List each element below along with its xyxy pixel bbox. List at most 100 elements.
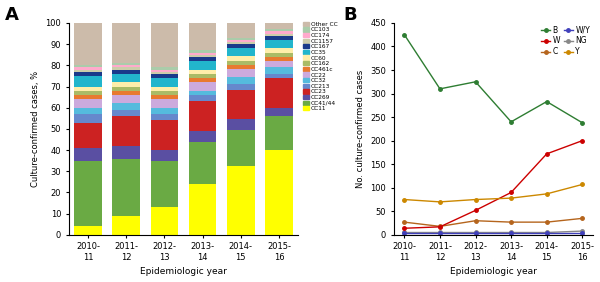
Bar [151,78,178,87]
Bar [151,67,178,70]
Bar [112,65,140,67]
Bar [74,67,102,70]
Bar [189,95,217,101]
W [579,139,586,142]
Bar [227,23,254,38]
Bar [151,114,178,120]
Bar [112,23,140,63]
Bar [112,146,140,158]
Bar [189,142,217,184]
W [543,152,550,156]
Y [543,192,550,196]
NG [472,231,479,234]
Bar [189,184,217,235]
Line: W/Y: W/Y [403,232,584,235]
Bar [112,103,140,110]
Bar [227,90,254,120]
W/Y [579,232,586,235]
Bar [265,40,293,48]
Y-axis label: No. culture-confirmed cases: No. culture-confirmed cases [356,70,365,188]
Bar [189,131,217,142]
Bar [265,57,293,61]
Bar [265,31,293,34]
Bar [151,99,178,108]
NG [401,231,408,234]
NG [579,229,586,233]
Bar [227,42,254,44]
Bar [265,108,293,116]
Bar [227,40,254,42]
Bar [265,34,293,36]
Line: Y: Y [403,183,584,204]
Bar [227,65,254,69]
Bar [151,72,178,74]
Y [579,183,586,186]
Bar [189,70,217,74]
Bar [189,91,217,95]
W [436,225,443,228]
Bar [227,56,254,61]
B [436,87,443,91]
Bar [74,99,102,108]
Bar [74,226,102,235]
Bar [227,38,254,40]
Bar [265,78,293,108]
Bar [74,108,102,114]
Line: B: B [403,33,584,124]
X-axis label: Epidemiologic year: Epidemiologic year [140,267,227,276]
C [543,221,550,224]
B [508,120,515,124]
NG [508,231,515,234]
Bar [74,114,102,123]
Bar [112,67,140,70]
Bar [189,61,217,70]
Bar [74,76,102,87]
Bar [112,110,140,116]
Bar [74,148,102,161]
Bar [265,48,293,53]
Bar [227,69,254,78]
Bar [151,23,178,67]
C [401,221,408,224]
C [472,219,479,222]
C [579,217,586,220]
W [472,209,479,212]
Bar [112,82,140,87]
Bar [74,65,102,67]
Bar [151,70,178,72]
Legend: Other CC, CC103, CC174, CC1157, CC167, CC35, CC60, CC162, CC461c, CC22, CC32, CC: Other CC, CC103, CC174, CC1157, CC167, C… [303,22,338,111]
Y [508,197,515,200]
W/Y [436,232,443,235]
Bar [227,120,254,130]
B [543,100,550,103]
Bar [112,216,140,235]
C [508,221,515,224]
Bar [265,23,293,29]
Bar [227,48,254,56]
Bar [189,50,217,53]
Line: C: C [403,217,584,228]
Bar [74,161,102,226]
Y [401,198,408,201]
Bar [74,95,102,99]
B [472,80,479,83]
Y-axis label: Culture-confirmed cases, %: Culture-confirmed cases, % [31,71,40,187]
Bar [151,74,178,78]
W/Y [543,232,550,235]
Bar [151,207,178,235]
Text: B: B [344,6,358,24]
Bar [151,161,178,207]
Bar [189,78,217,82]
Bar [74,70,102,72]
W/Y [508,232,515,235]
Bar [151,95,178,99]
Bar [151,150,178,161]
Bar [112,70,140,74]
W [401,226,408,230]
Bar [112,63,140,65]
Bar [189,101,217,131]
Bar [265,67,293,74]
Bar [74,123,102,148]
Bar [74,72,102,76]
Bar [265,29,293,31]
